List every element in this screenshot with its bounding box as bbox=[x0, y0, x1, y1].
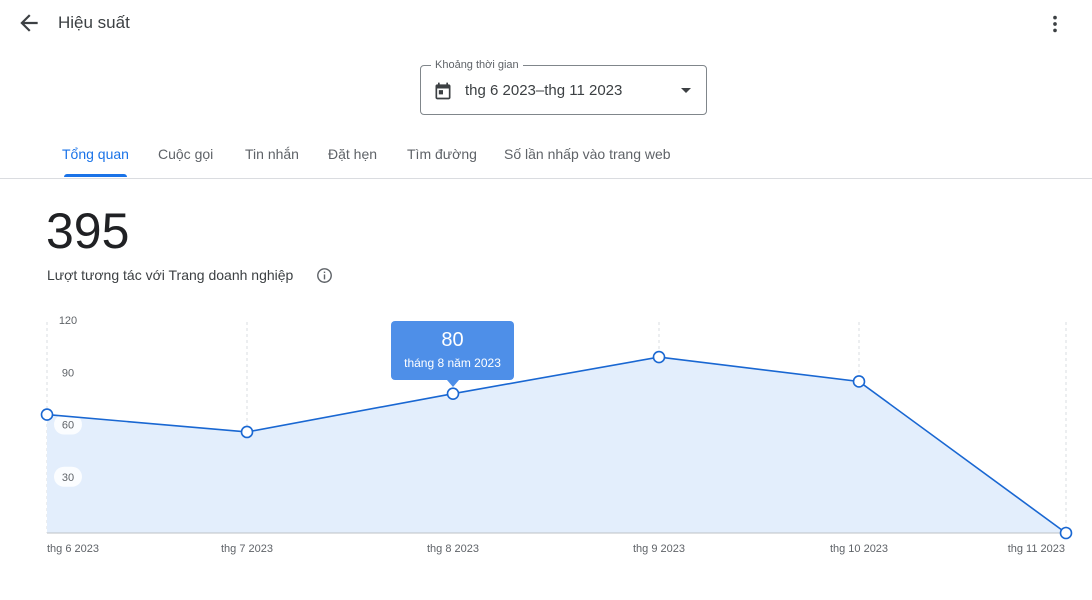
x-tick-label: thg 10 2023 bbox=[830, 543, 888, 555]
active-tab-indicator bbox=[64, 174, 127, 177]
tab-directions[interactable]: Tìm đường bbox=[407, 146, 477, 162]
arrow-drop-down-icon bbox=[681, 88, 691, 93]
page-title: Hiệu suất bbox=[58, 13, 130, 32]
info-icon[interactable] bbox=[316, 267, 333, 284]
tab-website-clicks[interactable]: Số lần nhấp vào trang web bbox=[504, 146, 671, 162]
top-app-bar: Hiệu suất bbox=[0, 0, 1092, 48]
x-tick-label: thg 6 2023 bbox=[47, 543, 99, 555]
calendar-icon bbox=[435, 82, 451, 100]
data-point bbox=[40, 408, 54, 421]
tab-messages[interactable]: Tin nhắn bbox=[245, 146, 299, 162]
tab-overview[interactable]: Tổng quan bbox=[62, 146, 129, 162]
data-point bbox=[240, 425, 254, 439]
data-point bbox=[1059, 526, 1073, 540]
x-tick-label: thg 11 2023 bbox=[1008, 543, 1065, 555]
x-tick-label: thg 8 2023 bbox=[427, 543, 479, 555]
tooltip-value: 80 bbox=[441, 329, 464, 351]
x-tick-label: thg 9 2023 bbox=[633, 543, 685, 555]
tab-bar: Tổng quan Cuộc gọi Tin nhắn Đặt hẹn Tìm … bbox=[0, 130, 1092, 179]
arrow-back-icon[interactable] bbox=[16, 10, 42, 36]
interactions-area-chart: 30 60 90 120 thg 6 2023 thg 7 2023 thg 8 2023 t… bbox=[40, 310, 1073, 555]
tab-calls[interactable]: Cuộc gọi bbox=[158, 146, 214, 162]
y-tick-label-bg bbox=[54, 466, 82, 487]
interactions-label: Lượt tương tác với Trang doanh nghiệp bbox=[47, 267, 294, 283]
date-range-legend: Khoảng thời gian bbox=[431, 58, 523, 72]
interactions-total: 395 bbox=[46, 203, 130, 259]
chart-tooltip: 80 tháng 8 năm 2023 bbox=[391, 321, 514, 387]
date-range-value: thg 6 2023–thg 11 2023 bbox=[465, 82, 623, 99]
y-tick-label: 90 bbox=[62, 367, 74, 379]
y-tick-label-bg bbox=[54, 310, 82, 330]
y-tick-label: 120 bbox=[59, 315, 77, 327]
series-line bbox=[46, 356, 1067, 534]
tooltip-date: tháng 8 năm 2023 bbox=[404, 356, 501, 370]
x-tick-label: thg 7 2023 bbox=[221, 543, 273, 555]
data-point bbox=[446, 387, 460, 400]
tab-bookings[interactable]: Đặt hẹn bbox=[328, 146, 378, 162]
data-point bbox=[852, 375, 866, 388]
y-tick-label-bg bbox=[54, 362, 82, 383]
y-tick-label: 30 bbox=[62, 472, 74, 484]
y-tick-label: 60 bbox=[62, 420, 74, 432]
date-range-select[interactable]: Khoảng thời gian thg 6 2023–thg 11 2023 bbox=[420, 58, 707, 115]
more-vert-icon[interactable] bbox=[1044, 12, 1066, 36]
y-tick-label-bg bbox=[54, 414, 82, 435]
chart-area-fill bbox=[47, 357, 1066, 533]
data-point bbox=[652, 350, 666, 364]
